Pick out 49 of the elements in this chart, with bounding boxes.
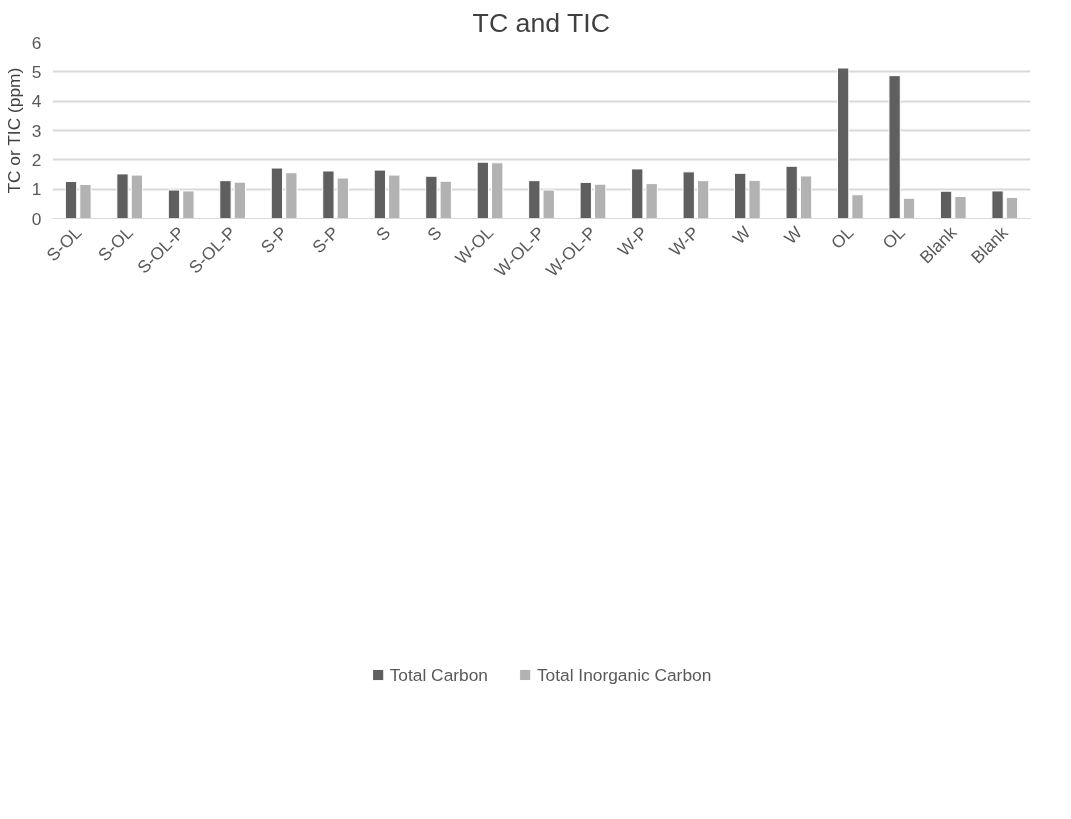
bar: [902, 197, 916, 219]
bar: [888, 75, 901, 219]
bar: [682, 171, 695, 219]
bar: [388, 174, 401, 219]
bar: [799, 175, 813, 219]
x-tick-label: OL: [826, 222, 858, 253]
y-tick-label: 0: [31, 208, 42, 229]
bar: [696, 180, 710, 219]
y-tick-label: 4: [31, 91, 42, 112]
x-tick-label: S: [371, 222, 395, 245]
legend-label: Total Carbon: [389, 664, 488, 686]
y-tick-label: 1: [31, 179, 42, 200]
y-tick-label: 6: [31, 32, 42, 53]
bar: [1005, 196, 1019, 219]
bar: [991, 190, 1004, 219]
bar: [270, 167, 284, 219]
x-tick-label: W-P: [613, 222, 652, 261]
bar: [182, 190, 195, 219]
x-tick-label: OL: [878, 222, 910, 253]
bar: [954, 196, 967, 219]
bar: [836, 67, 850, 219]
chart-title: TC and TIC: [472, 7, 610, 38]
x-tick-label: W: [780, 221, 807, 249]
bar: [116, 173, 129, 219]
legend-label: Total Inorganic Carbon: [536, 664, 712, 686]
bar: [285, 172, 298, 219]
y-tick-label: 2: [31, 149, 42, 170]
bar: [167, 189, 181, 219]
y-tick-label: 3: [31, 120, 42, 141]
bar: [373, 169, 387, 219]
bar: [233, 181, 247, 219]
x-tick-label: S: [423, 222, 446, 245]
bar: [579, 181, 592, 219]
bar: [851, 194, 864, 219]
x-tick-label: W-P: [665, 222, 703, 261]
bar: [476, 161, 489, 219]
bar: [491, 162, 504, 219]
bar: [219, 180, 232, 219]
x-tick-label: W: [728, 221, 755, 249]
bar: [64, 181, 78, 219]
bar: [130, 174, 144, 219]
bar: [939, 190, 953, 219]
x-tick-label: S-P: [308, 222, 343, 257]
y-tick-label: 5: [31, 61, 42, 82]
bar: [79, 183, 92, 219]
x-tick-label: S-P: [256, 222, 292, 257]
bar: [785, 165, 798, 219]
bar: [594, 183, 607, 219]
y-axis-title: TC or TIC (ppm): [3, 67, 24, 194]
